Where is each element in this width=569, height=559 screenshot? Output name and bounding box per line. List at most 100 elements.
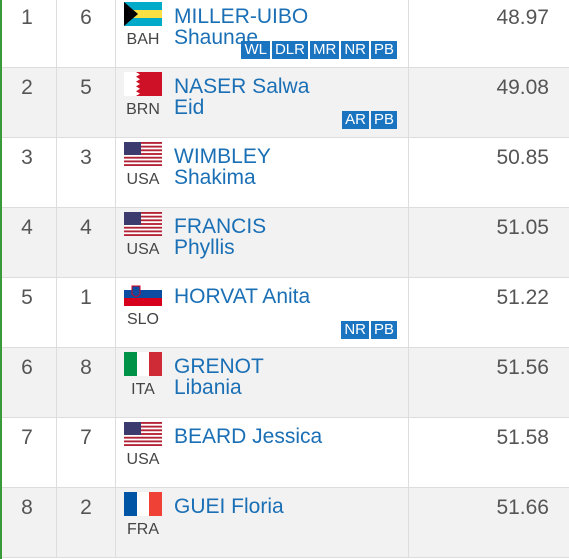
name-line: WIMBLEY	[174, 145, 271, 168]
column-divider	[56, 488, 57, 557]
column-divider	[408, 418, 409, 487]
flag	[124, 282, 162, 306]
athlete-name: NASER Salwa Eid	[174, 76, 309, 118]
record-badges: AR PB	[342, 111, 397, 129]
name-line: GUEI Floria	[174, 495, 284, 518]
result-time: 49.08	[496, 76, 549, 99]
column-divider	[115, 278, 116, 347]
column-divider	[408, 68, 409, 137]
result-row: 2 5 BRN NASER Salwa Eid AR PB 49.08	[2, 68, 569, 138]
flag	[124, 422, 162, 446]
column-divider	[115, 138, 116, 207]
country-code: BAH	[126, 31, 160, 48]
lane: 3	[80, 146, 92, 169]
rank: 3	[21, 146, 33, 169]
result-time: 51.22	[496, 286, 549, 309]
name-line: Libania	[174, 376, 242, 399]
country-code: SLO	[126, 311, 159, 328]
name-line: MILLER-UIBO	[174, 5, 309, 28]
column-divider	[56, 418, 57, 487]
result-row: 4 4 USA FRANCIS Phyllis 51.05	[2, 208, 569, 278]
result-time: 50.85	[496, 146, 549, 169]
result-row: 8 2 FRA GUEI Floria 51.66	[2, 488, 569, 558]
column-divider	[115, 0, 116, 67]
athlete-name: WIMBLEY Shakima	[174, 146, 271, 188]
lane: 5	[80, 76, 92, 99]
name-line: GRENOT	[174, 355, 264, 378]
name-line: HORVAT Anita	[174, 285, 311, 308]
column-divider	[408, 278, 409, 347]
result-time: 51.56	[496, 356, 549, 379]
flag	[124, 212, 162, 236]
athlete-name: GUEI Floria	[174, 496, 284, 517]
column-divider	[408, 488, 409, 557]
result-row: 1 6 BAH MILLER-UIBO Shaunae WL DLR MR NR PB 48.97	[2, 0, 569, 68]
country-code: USA	[126, 451, 160, 468]
lane: 7	[80, 426, 92, 449]
rank: 4	[21, 216, 33, 239]
name-line: Shaunae	[174, 26, 259, 49]
country-code: ITA	[131, 381, 155, 398]
result-time: 51.66	[496, 496, 549, 519]
rank: 1	[21, 6, 33, 29]
name-line: Shakima	[174, 166, 256, 189]
result-row: 6 8 ITA GRENOT Libania 51.56	[2, 348, 569, 418]
country-code: USA	[126, 241, 160, 258]
athlete-name: MILLER-UIBO Shaunae	[174, 6, 308, 48]
record-badge: AR	[342, 111, 369, 129]
column-divider	[115, 68, 116, 137]
result-time: 48.97	[496, 6, 549, 29]
athlete-name: GRENOT Libania	[174, 356, 264, 398]
name-line: Eid	[174, 96, 205, 119]
column-divider	[115, 208, 116, 277]
record-badge: PB	[370, 41, 397, 59]
column-divider	[115, 488, 116, 557]
flag	[124, 2, 162, 26]
name-line: NASER Salwa	[174, 75, 310, 98]
rank: 8	[21, 496, 33, 519]
lane: 2	[80, 496, 92, 519]
flag	[124, 352, 162, 376]
flag	[124, 72, 162, 96]
lane: 4	[80, 216, 92, 239]
column-divider	[56, 138, 57, 207]
record-badge: PB	[370, 111, 397, 129]
record-badge: MR	[309, 41, 340, 59]
result-time: 51.58	[496, 426, 549, 449]
result-time: 51.05	[496, 216, 549, 239]
record-badges: WL DLR MR NR PB	[241, 41, 397, 59]
record-badge: PB	[370, 321, 397, 339]
record-badge: DLR	[271, 41, 308, 59]
column-divider	[115, 418, 116, 487]
column-divider	[408, 208, 409, 277]
record-badge: WL	[241, 41, 270, 59]
country-code: BRN	[126, 101, 160, 118]
name-line: Phyllis	[174, 236, 235, 259]
result-row: 7 7 USA BEARD Jessica 51.58	[2, 418, 569, 488]
country-code: USA	[126, 171, 160, 188]
rank: 7	[21, 426, 33, 449]
lane: 1	[80, 286, 92, 309]
rank: 6	[21, 356, 33, 379]
column-divider	[408, 138, 409, 207]
flag	[124, 142, 162, 166]
athlete-name: FRANCIS Phyllis	[174, 216, 266, 258]
column-divider	[56, 0, 57, 67]
rank: 2	[21, 76, 33, 99]
column-divider	[115, 348, 116, 417]
column-divider	[56, 278, 57, 347]
name-line: FRANCIS	[174, 215, 267, 238]
country-code: FRA	[127, 521, 159, 538]
lane: 6	[80, 6, 92, 29]
lane: 8	[80, 356, 92, 379]
result-row: 5 1 SLO HORVAT Anita NR PB 51.22	[2, 278, 569, 348]
flag	[124, 492, 162, 516]
name-line: BEARD Jessica	[174, 425, 323, 448]
column-divider	[408, 0, 409, 67]
athlete-name: BEARD Jessica	[174, 426, 322, 447]
record-badges: NR PB	[341, 321, 397, 339]
record-badge: NR	[341, 41, 369, 59]
athlete-name: HORVAT Anita	[174, 286, 310, 307]
column-divider	[56, 348, 57, 417]
